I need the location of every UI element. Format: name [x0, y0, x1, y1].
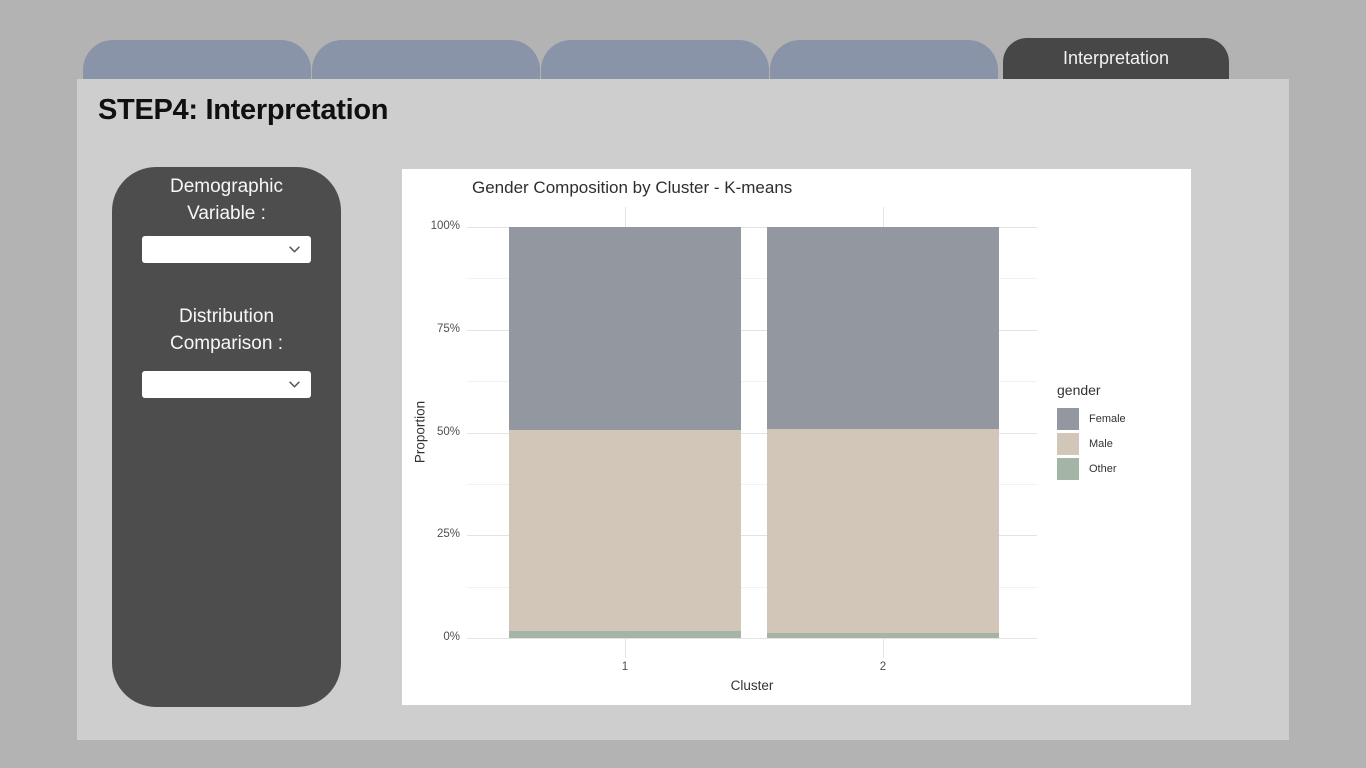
minor-gridline: [467, 483, 1037, 485]
tab-2[interactable]: [312, 40, 540, 79]
y-tick-label: 25%: [436, 528, 460, 541]
x-axis-title: Cluster: [730, 678, 774, 693]
y-tick-label: 50%: [436, 425, 460, 438]
page-title: STEP4: Interpretation: [98, 94, 389, 126]
major-gridline: [467, 535, 1037, 537]
tab-interpretation[interactable]: Interpretation: [1003, 38, 1229, 79]
bar-segment-female: [767, 227, 999, 429]
bar-segment-other: [767, 633, 999, 638]
major-gridline: [467, 432, 1037, 434]
minor-gridline: [467, 381, 1037, 383]
chevron-down-icon: [289, 246, 300, 253]
minor-gridline: [467, 586, 1037, 588]
legend-item: Other: [1057, 458, 1126, 480]
demographic-variable-select[interactable]: [142, 236, 311, 263]
bar-cluster-2: [767, 227, 999, 638]
legend-item: Female: [1057, 408, 1126, 430]
major-gridline: [467, 227, 1037, 228]
y-tick-label: 75%: [436, 322, 460, 335]
demographic-variable-label: Demographic Variable :: [170, 176, 283, 224]
distribution-comparison-select[interactable]: [142, 371, 311, 398]
legend-swatch-male: [1057, 433, 1079, 455]
legend: gender Female Male Other: [1057, 382, 1126, 483]
legend-label: Female: [1089, 413, 1126, 425]
tab-3[interactable]: [541, 40, 769, 79]
tab-1[interactable]: [83, 40, 311, 79]
legend-title: gender: [1057, 382, 1101, 398]
chart-card: Gender Composition by Cluster - K-means …: [402, 169, 1191, 705]
legend-label: Male: [1089, 438, 1113, 450]
bar-segment-female: [509, 227, 741, 431]
legend-swatch-female: [1057, 408, 1079, 430]
sidebar-panel: Demographic Variable : Distribution Comp…: [112, 167, 341, 707]
legend-items: Female Male Other: [1057, 408, 1126, 480]
minor-gridline: [467, 278, 1037, 280]
y-tick-label: 0%: [443, 631, 460, 643]
bar-cluster-1: [509, 227, 741, 638]
major-gridline: [467, 638, 1037, 639]
legend-item: Male: [1057, 433, 1126, 455]
legend-swatch-other: [1057, 458, 1079, 480]
x-tick-label: 1: [621, 661, 629, 673]
bar-segment-male: [509, 430, 741, 631]
tab-interpretation-label: Interpretation: [1062, 48, 1170, 68]
chevron-down-icon: [289, 381, 300, 388]
bar-segment-other: [509, 631, 741, 638]
bar-segment-male: [767, 428, 999, 634]
tab-4[interactable]: [770, 40, 998, 79]
chart-title: Gender Composition by Cluster - K-means: [472, 178, 793, 197]
plot-panel: [467, 207, 1037, 658]
y-tick-label: 100%: [430, 220, 460, 232]
x-tick-label: 2: [879, 661, 887, 673]
content-panel: STEP4: Interpretation Demographic Variab…: [77, 79, 1289, 740]
legend-label: Other: [1089, 463, 1117, 475]
distribution-comparison-label: Distribution Comparison :: [170, 306, 283, 354]
major-gridline: [467, 329, 1037, 331]
